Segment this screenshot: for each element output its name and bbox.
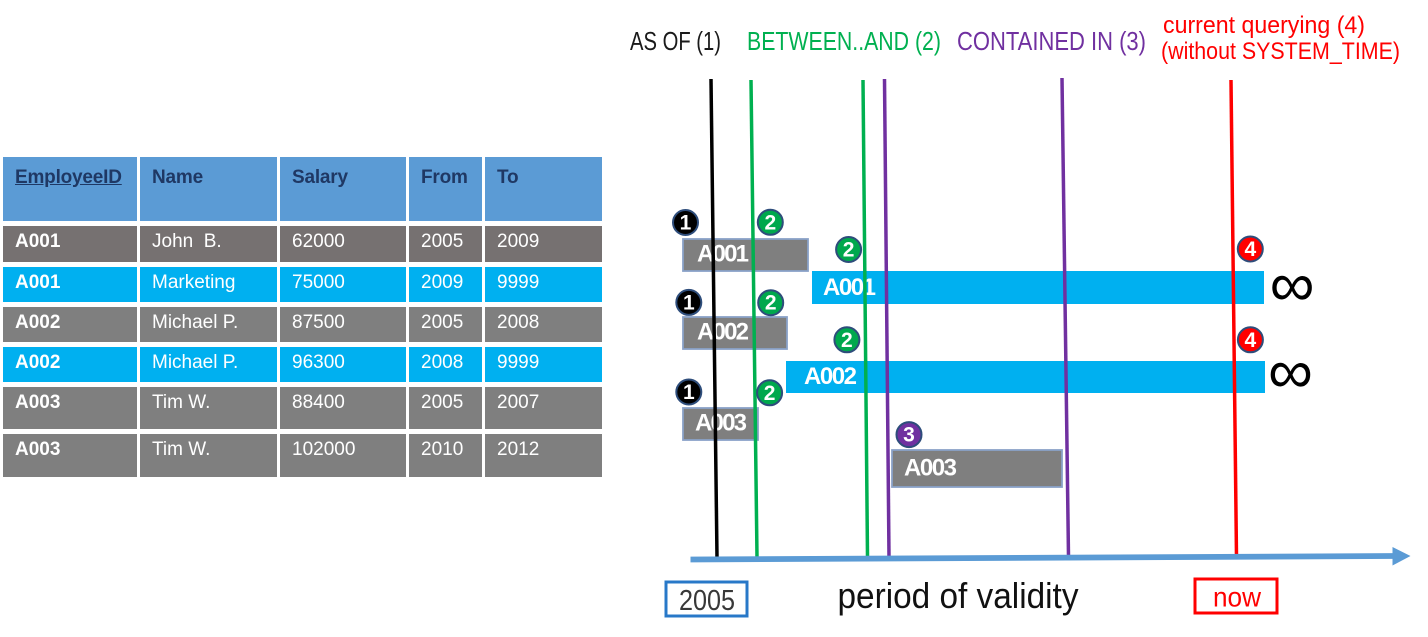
svg-text:2: 2: [764, 211, 776, 234]
svg-text:3: 3: [903, 424, 915, 447]
svg-text:2005: 2005: [679, 585, 735, 617]
svg-text:∞: ∞: [1270, 250, 1315, 320]
svg-text:A003: A003: [904, 455, 957, 482]
svg-text:CONTAINED IN (3): CONTAINED IN (3): [957, 26, 1146, 56]
svg-text:2: 2: [841, 329, 853, 352]
svg-text:period of validity: period of validity: [838, 575, 1079, 616]
svg-text:A003: A003: [695, 410, 747, 437]
svg-text:1: 1: [683, 381, 695, 404]
svg-text:AS OF (1): AS OF (1): [630, 26, 721, 56]
svg-text:2: 2: [764, 382, 776, 405]
svg-text:A001: A001: [823, 274, 876, 301]
svg-text:A002: A002: [804, 363, 857, 390]
svg-text:A001: A001: [697, 241, 749, 268]
svg-text:A002: A002: [697, 319, 749, 346]
svg-text:BETWEEN..AND (2): BETWEEN..AND (2): [747, 26, 941, 56]
svg-text:current querying (4): current querying (4): [1163, 12, 1365, 39]
svg-text:4: 4: [1244, 238, 1256, 261]
svg-text:1: 1: [683, 291, 695, 314]
svg-text:∞: ∞: [1268, 337, 1313, 407]
svg-text:4: 4: [1245, 329, 1257, 352]
svg-text:now: now: [1213, 582, 1262, 613]
svg-text:2: 2: [843, 239, 855, 262]
svg-text:1: 1: [680, 212, 692, 235]
svg-text:(without SYSTEM_TIME): (without SYSTEM_TIME): [1161, 38, 1400, 65]
svg-text:2: 2: [765, 292, 777, 315]
